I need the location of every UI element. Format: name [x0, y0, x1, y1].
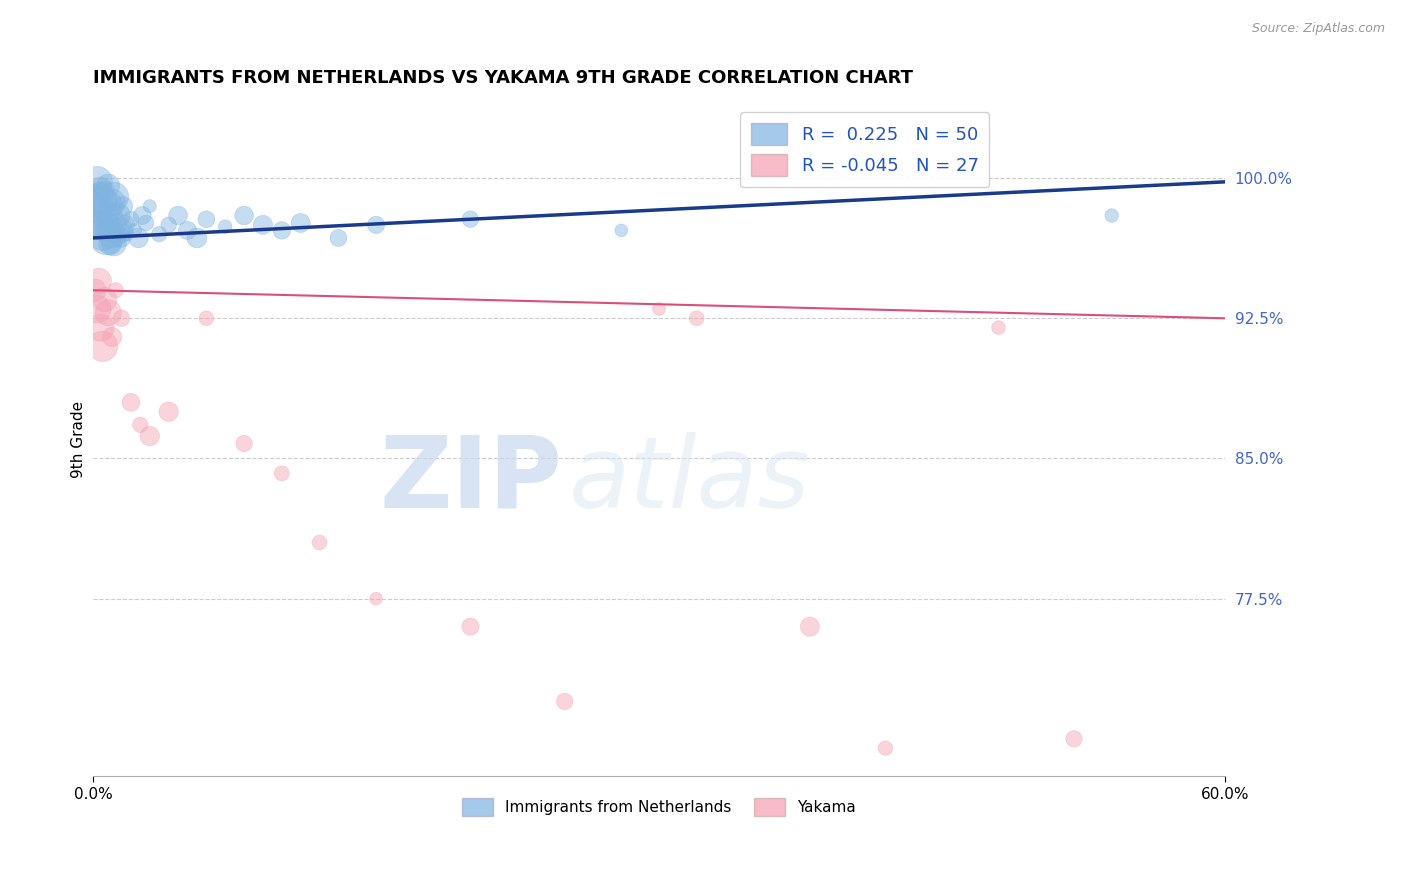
- Point: [101, 227, 124, 242]
- Point: [103, 190, 125, 204]
- Point: [328, 231, 350, 245]
- Point: [101, 195, 124, 210]
- Point: [86, 175, 108, 189]
- Point: [270, 467, 292, 481]
- Legend: Immigrants from Netherlands, Yakama: Immigrants from Netherlands, Yakama: [456, 791, 862, 822]
- Point: [214, 219, 236, 234]
- Text: IMMIGRANTS FROM NETHERLANDS VS YAKAMA 9TH GRADE CORRELATION CHART: IMMIGRANTS FROM NETHERLANDS VS YAKAMA 9T…: [93, 69, 912, 87]
- Point: [84, 283, 107, 297]
- Point: [129, 417, 152, 432]
- Point: [97, 178, 120, 193]
- Point: [364, 591, 387, 606]
- Point: [252, 218, 274, 232]
- Point: [1063, 731, 1085, 746]
- Point: [104, 283, 127, 297]
- Point: [97, 306, 120, 320]
- Point: [290, 216, 312, 230]
- Point: [108, 223, 131, 237]
- Point: [97, 223, 120, 237]
- Point: [1101, 209, 1123, 223]
- Point: [233, 436, 256, 450]
- Point: [86, 199, 108, 213]
- Point: [98, 209, 121, 223]
- Point: [460, 212, 482, 227]
- Point: [157, 405, 180, 419]
- Point: [115, 227, 138, 242]
- Point: [648, 301, 671, 316]
- Point: [112, 199, 135, 213]
- Point: [98, 236, 121, 251]
- Point: [139, 429, 162, 443]
- Point: [101, 330, 124, 344]
- Point: [87, 186, 110, 200]
- Point: [270, 223, 292, 237]
- Point: [114, 218, 136, 232]
- Point: [90, 180, 112, 194]
- Point: [364, 218, 387, 232]
- Point: [176, 223, 198, 237]
- Point: [157, 218, 180, 232]
- Point: [90, 209, 112, 223]
- Point: [120, 212, 142, 227]
- Point: [90, 320, 112, 334]
- Point: [308, 535, 330, 549]
- Point: [110, 231, 132, 245]
- Point: [93, 184, 115, 198]
- Point: [110, 311, 132, 326]
- Point: [91, 227, 114, 242]
- Point: [93, 293, 115, 307]
- Point: [167, 209, 190, 223]
- Point: [554, 694, 576, 708]
- Point: [93, 218, 115, 232]
- Point: [96, 231, 118, 245]
- Point: [460, 620, 482, 634]
- Text: ZIP: ZIP: [380, 432, 562, 529]
- Point: [186, 231, 208, 245]
- Point: [86, 301, 108, 316]
- Text: Source: ZipAtlas.com: Source: ZipAtlas.com: [1251, 22, 1385, 36]
- Point: [195, 212, 218, 227]
- Point: [84, 190, 107, 204]
- Point: [195, 311, 218, 326]
- Point: [120, 395, 142, 409]
- Point: [799, 620, 821, 634]
- Point: [107, 209, 129, 223]
- Point: [135, 216, 157, 230]
- Point: [91, 194, 114, 208]
- Point: [96, 199, 118, 213]
- Point: [87, 218, 110, 232]
- Point: [87, 274, 110, 288]
- Point: [987, 320, 1010, 334]
- Point: [91, 339, 114, 353]
- Point: [103, 236, 125, 251]
- Y-axis label: 9th Grade: 9th Grade: [72, 401, 86, 478]
- Point: [127, 231, 149, 245]
- Point: [233, 209, 256, 223]
- Point: [131, 209, 153, 223]
- Point: [124, 223, 146, 237]
- Point: [610, 223, 633, 237]
- Point: [148, 227, 170, 242]
- Point: [686, 311, 709, 326]
- Point: [104, 218, 127, 232]
- Point: [875, 741, 897, 756]
- Point: [139, 199, 162, 213]
- Text: atlas: atlas: [568, 432, 810, 529]
